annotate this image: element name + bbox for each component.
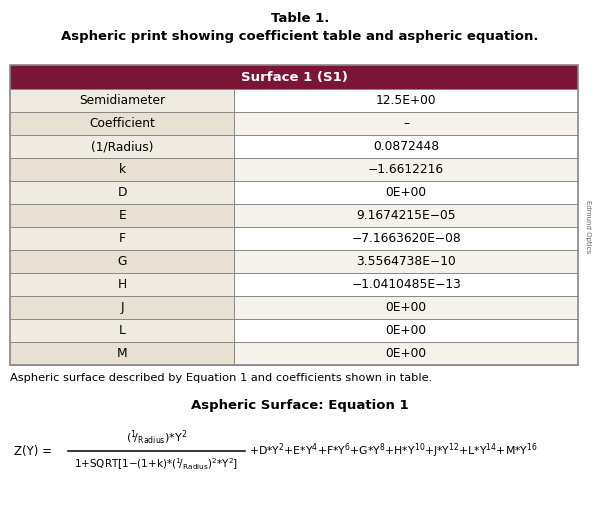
Text: k: k (119, 163, 126, 176)
Text: 0E+00: 0E+00 (386, 324, 427, 337)
Bar (10, 204, 235, 227)
Text: Coefficient: Coefficient (89, 117, 155, 130)
Bar (10, 89, 235, 112)
Text: +D*Y$^2$+E*Y$^4$+F*Y$^6$+G*Y$^8$+H*Y$^{10}$+J*Y$^{12}$+L*Y$^{14}$+M*Y$^{16}$: +D*Y$^2$+E*Y$^4$+F*Y$^6$+G*Y$^8$+H*Y$^{1… (249, 441, 538, 460)
Bar (10, 296, 235, 319)
Text: J: J (121, 301, 124, 314)
Text: $(^1\!/_{\mathregular{Radius}})$*Y$^2$: $(^1\!/_{\mathregular{Radius}})$*Y$^2$ (126, 429, 187, 447)
Bar (235, 319, 578, 342)
Text: 0E+00: 0E+00 (386, 347, 427, 360)
Bar (10, 158, 235, 181)
Bar (235, 158, 578, 181)
Text: H: H (118, 278, 127, 291)
Text: Aspheric Surface: Equation 1: Aspheric Surface: Equation 1 (191, 399, 409, 412)
Text: G: G (118, 255, 127, 268)
Text: Surface 1 (S1): Surface 1 (S1) (241, 70, 347, 84)
Bar (10, 250, 235, 273)
Bar (235, 181, 578, 204)
Bar (235, 250, 578, 273)
Text: 12.5E+00: 12.5E+00 (376, 94, 436, 107)
Text: 3.5564738E−10: 3.5564738E−10 (356, 255, 456, 268)
Bar (10, 65, 578, 365)
Bar (10, 342, 235, 365)
Bar (10, 273, 235, 296)
Bar (235, 135, 578, 158)
Bar (10, 65, 578, 89)
Bar (10, 112, 235, 135)
Text: 0.0872448: 0.0872448 (373, 140, 439, 153)
Bar (10, 181, 235, 204)
Bar (235, 89, 578, 112)
Text: Table 1.: Table 1. (271, 12, 329, 25)
Text: E: E (118, 209, 126, 222)
Text: –: – (403, 117, 409, 130)
Text: −7.1663620E−08: −7.1663620E−08 (352, 232, 461, 245)
Text: −1.6612216: −1.6612216 (368, 163, 444, 176)
Bar (10, 319, 235, 342)
Text: Semidiameter: Semidiameter (79, 94, 165, 107)
Text: 9.1674215E−05: 9.1674215E−05 (356, 209, 456, 222)
Text: M: M (117, 347, 127, 360)
Bar (235, 296, 578, 319)
Text: Edmund Optics: Edmund Optics (585, 200, 591, 253)
Bar (235, 227, 578, 250)
Bar (235, 112, 578, 135)
Text: Aspheric print showing coefficient table and aspheric equation.: Aspheric print showing coefficient table… (61, 30, 539, 43)
Text: −1.0410485E−13: −1.0410485E−13 (351, 278, 461, 291)
Text: Z(Y) =: Z(Y) = (14, 445, 52, 457)
Text: L: L (119, 324, 125, 337)
Text: 0E+00: 0E+00 (386, 301, 427, 314)
Bar (235, 273, 578, 296)
Bar (10, 135, 235, 158)
Text: D: D (118, 186, 127, 199)
Text: (1/Radius): (1/Radius) (91, 140, 154, 153)
Text: 1+SQRT[1$-$(1+k)*$(^1\!/_{\mathregular{Radius}})^2$*Y$^2$]: 1+SQRT[1$-$(1+k)*$(^1\!/_{\mathregular{R… (74, 456, 239, 472)
Bar (10, 227, 235, 250)
Text: F: F (119, 232, 125, 245)
Text: 0E+00: 0E+00 (386, 186, 427, 199)
Bar (235, 342, 578, 365)
Text: Aspheric surface described by Equation 1 and coefficients shown in table.: Aspheric surface described by Equation 1… (10, 373, 432, 383)
Bar (235, 204, 578, 227)
